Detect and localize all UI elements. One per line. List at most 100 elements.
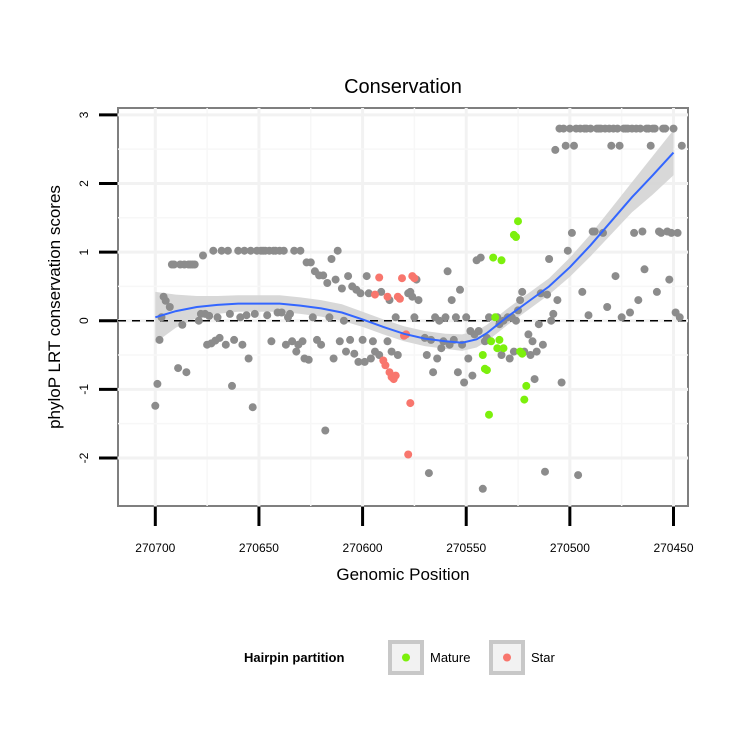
x-tick-label: 270600 xyxy=(343,541,383,555)
data-point-other xyxy=(509,347,518,356)
data-point-other xyxy=(387,347,396,356)
data-point-other xyxy=(549,309,558,318)
data-point-other xyxy=(462,313,471,322)
gridlines xyxy=(118,108,688,506)
data-point-other xyxy=(238,340,247,349)
data-point-other xyxy=(362,272,371,281)
data-point-other xyxy=(468,371,477,380)
data-point-other xyxy=(236,313,245,322)
data-point-other xyxy=(557,378,566,387)
data-point-other xyxy=(364,289,373,298)
smooth-line xyxy=(155,151,675,344)
data-point-star xyxy=(398,274,406,283)
data-point-other xyxy=(228,381,236,390)
data-point-other xyxy=(460,378,469,387)
data-point-other xyxy=(288,337,297,346)
y-tick-label: 2 xyxy=(77,180,91,187)
data-point-other xyxy=(675,313,684,322)
data-point-mature xyxy=(499,344,508,353)
data-point-other xyxy=(559,124,568,133)
data-point-other xyxy=(497,351,506,359)
x-tick-label: 270500 xyxy=(550,541,590,555)
data-point-other xyxy=(217,246,226,255)
data-point-other xyxy=(661,124,670,133)
data-point-other xyxy=(586,124,595,133)
data-point-other xyxy=(190,260,199,269)
data-point-other xyxy=(391,313,400,322)
data-point-other xyxy=(408,292,417,301)
data-point-other xyxy=(319,271,328,280)
legend: Hairpin partition Mature Star xyxy=(244,640,556,675)
data-point-mature xyxy=(485,410,493,419)
data-point-other xyxy=(424,469,433,478)
data-point-other xyxy=(667,228,676,237)
data-point-mature xyxy=(482,366,491,375)
legend-label-mature: Mature xyxy=(430,650,470,665)
data-point-other xyxy=(240,246,249,255)
y-tick-label: 1 xyxy=(77,248,91,255)
data-point-other xyxy=(638,227,647,236)
data-point-star xyxy=(391,371,400,380)
data-point-other xyxy=(337,284,346,293)
data-point-other xyxy=(327,255,336,263)
y-tick-label: 3 xyxy=(77,111,91,118)
x-tick-label: 270650 xyxy=(239,541,279,555)
chart-title: Conservation xyxy=(344,76,462,98)
data-point-other xyxy=(375,351,384,359)
data-point-other xyxy=(223,246,232,255)
data-point-other xyxy=(346,335,355,344)
data-point-other xyxy=(630,228,639,237)
x-tick-label: 270700 xyxy=(135,541,175,555)
data-point-other xyxy=(516,296,525,305)
data-point-other xyxy=(541,467,549,476)
data-point-mature xyxy=(491,313,500,322)
data-point-other xyxy=(267,337,276,346)
data-point-other xyxy=(199,251,207,260)
data-point-other xyxy=(599,228,607,237)
data-point-other xyxy=(298,337,307,346)
data-point-other xyxy=(383,337,392,346)
data-point-other xyxy=(366,354,375,363)
data-point-other xyxy=(155,335,164,344)
data-point-other xyxy=(263,311,272,320)
data-point-other xyxy=(358,335,367,344)
data-point-other xyxy=(393,351,402,359)
data-point-other xyxy=(323,279,332,287)
data-point-other xyxy=(567,228,576,237)
data-point-other xyxy=(565,124,574,133)
data-point-star xyxy=(381,361,390,370)
data-point-other xyxy=(292,347,301,356)
data-point-other xyxy=(286,309,294,318)
legend-swatch-mature xyxy=(402,653,410,662)
data-point-other xyxy=(673,228,682,237)
data-point-mature xyxy=(489,253,498,262)
data-point-other xyxy=(325,313,334,322)
data-point-other xyxy=(234,246,243,255)
data-point-other xyxy=(443,267,452,276)
data-point-other xyxy=(317,340,326,349)
data-point-other xyxy=(543,290,552,299)
data-point-other xyxy=(225,309,234,318)
data-point-other xyxy=(344,272,353,281)
data-point-other xyxy=(613,124,622,133)
data-point-other xyxy=(333,246,342,255)
data-point-mature xyxy=(493,344,502,353)
axes: 270700 270650 270600 270550 270500 270450 -2 -1… xyxy=(77,111,694,555)
data-point-other xyxy=(250,309,259,318)
data-point-mature xyxy=(512,233,520,241)
data-point-other xyxy=(657,228,666,237)
data-point-mature xyxy=(497,256,506,265)
x-tick-label: 270450 xyxy=(653,541,693,555)
data-point-mature xyxy=(514,217,522,226)
data-point-other xyxy=(422,351,431,359)
data-point-star xyxy=(395,294,404,303)
data-point-other xyxy=(205,311,214,320)
y-tick-label: -2 xyxy=(77,452,91,463)
data-point-other xyxy=(170,260,178,269)
y-axis-label: phyloP LRT conservation scores xyxy=(45,185,64,429)
data-point-other xyxy=(151,401,160,410)
data-point-other xyxy=(650,124,659,133)
data-point-other xyxy=(526,351,535,359)
data-point-other xyxy=(161,296,170,305)
